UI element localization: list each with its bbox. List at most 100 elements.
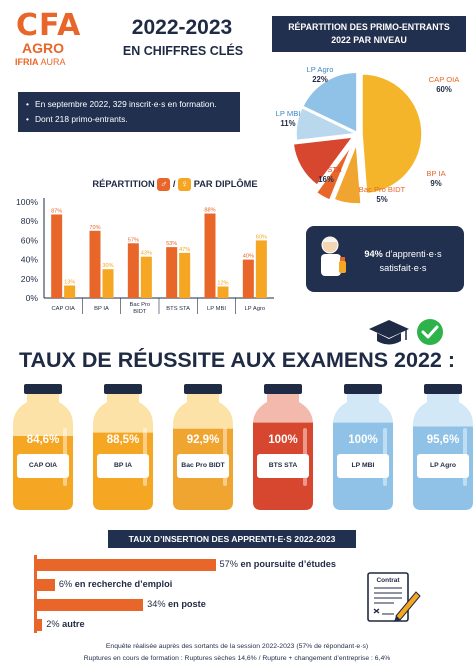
bar	[166, 247, 178, 298]
insertion-value: 2%	[46, 619, 63, 629]
bottle-cap	[344, 384, 382, 394]
bottle-label: LP MBI	[337, 454, 389, 478]
bottle-cap	[424, 384, 462, 394]
y-tick-label: 0%	[26, 293, 39, 303]
bottle-rate: 92,9%	[186, 434, 220, 446]
pie-slice	[361, 73, 423, 195]
footer-survey-note: Enquête réalisée auprès des sortants de …	[105, 643, 369, 650]
bar-value-label: 87%	[51, 208, 62, 214]
bottle-label: BTS STA	[257, 454, 309, 478]
pie-slice-value: 11%	[280, 119, 295, 128]
insertion-value: 6%	[58, 579, 75, 589]
bar	[89, 230, 101, 298]
logo-cfa: CFA	[16, 8, 82, 43]
bar	[255, 240, 267, 298]
apprentice-icon	[321, 236, 346, 276]
insertion-text: autre	[62, 619, 85, 629]
pie-title-line1: RÉPARTITION DES PRIMO-ENTRANTS	[288, 22, 450, 32]
bar-value-label: 70%	[89, 225, 100, 231]
bar-value-label: 13%	[64, 280, 75, 286]
insertion-value: 34%	[147, 599, 169, 609]
insertion-value: 57%	[219, 559, 241, 569]
bar	[140, 256, 152, 298]
pie-slice	[295, 106, 359, 142]
bar-value-label: 57%	[128, 237, 139, 243]
x-category-label: LP MBI	[207, 306, 226, 312]
pie-slice-value: 9%	[430, 179, 441, 188]
insertion-bar	[36, 579, 55, 591]
satisfaction-label-b: satisfait·e·s	[379, 263, 427, 273]
bottle-cap	[104, 384, 142, 394]
bar-title-separator: /	[172, 178, 176, 189]
pie-slice-label: BP IA	[426, 169, 446, 178]
x-category-label: LP Agro	[245, 306, 266, 312]
bottle-label: BP IA	[97, 454, 149, 478]
insertion-label: 6% en recherche d’emploi	[59, 579, 172, 589]
pie-slice-label: BTS STA	[310, 165, 342, 174]
satisfaction-text: 94% d’apprenti·e·s satisfait·e·s	[346, 247, 460, 275]
bottle-rate: 100%	[348, 434, 378, 446]
y-tick-label: 40%	[21, 255, 39, 265]
y-tick-label: 80%	[21, 216, 39, 226]
contract-icon: Contrat	[367, 572, 421, 622]
bar-value-label: 60%	[256, 234, 267, 240]
bar	[127, 243, 139, 298]
bottle-label: CAP OIA	[17, 454, 69, 478]
bottle	[173, 384, 233, 510]
y-tick-label: 100%	[16, 197, 38, 207]
bar-value-label: 40%	[243, 254, 254, 260]
insertion-bar	[36, 599, 144, 611]
bar-value-label: 53%	[166, 241, 177, 247]
bottle-cap	[24, 384, 62, 394]
bottle-rate: 88,5%	[106, 434, 140, 446]
logo-subtitle: IFRIA AURA	[15, 57, 66, 67]
bottle-rate: 95,6%	[426, 434, 460, 446]
bottle-rate: 84,6%	[26, 434, 60, 446]
pie-slice-label: Bac Pro BIDT	[359, 185, 406, 194]
bar-value-label: 47%	[179, 247, 190, 253]
bottle	[333, 384, 393, 510]
bottle-neck	[27, 394, 59, 402]
insertion-axis	[34, 555, 37, 633]
logo-agro: AGRO	[22, 40, 64, 56]
y-tick-label: 60%	[21, 235, 39, 245]
bottles-row: 84,6% CAP OIA 88,5% BP IA 92,9% Bac Pro BIDT 1…	[0, 384, 474, 512]
pie-title-line2: 2022 PAR NIVEAU	[331, 35, 407, 45]
bottle	[93, 384, 153, 510]
enrollment-info-box: En septembre 2022, 329 inscrit·e·s en fo…	[18, 92, 240, 132]
satisfaction-label-a: d’apprenti·e·s	[385, 249, 442, 259]
x-category-label: BIDT	[133, 309, 147, 315]
pie-slice	[292, 136, 355, 187]
bar	[102, 269, 114, 298]
male-icon: ♂	[157, 178, 171, 191]
page-subtitle: EN CHIFFRES CLÉS	[122, 44, 244, 58]
bar	[217, 286, 229, 298]
pie-title: RÉPARTITION DES PRIMO-ENTRANTS 2022 PAR …	[272, 16, 466, 52]
pie-slice	[333, 143, 362, 205]
info-item: En septembre 2022, 329 inscrit·e·s en fo…	[26, 97, 232, 112]
bar-chart: 0% 20% 40% 60% 80% 100% 87% 13% CAP OIA 70% 30% BP …	[16, 197, 274, 315]
bottle-neck	[347, 394, 379, 402]
insertion-label: 2% autre	[46, 619, 84, 629]
insertion-bar	[36, 559, 216, 571]
bottle-neck	[107, 394, 139, 402]
bar	[64, 285, 76, 298]
bottle-cap	[184, 384, 222, 394]
bottle-label: Bac Pro BIDT	[177, 454, 229, 478]
check-icon	[417, 319, 443, 345]
page-title: 2022-2023	[131, 16, 233, 39]
bar	[51, 214, 63, 298]
pie-slice-label: LP Agro	[307, 65, 334, 74]
bar	[204, 213, 216, 298]
insertion-label: 34% en poste	[147, 599, 206, 609]
pie-slice	[301, 71, 358, 134]
female-icon: ♀	[178, 178, 192, 191]
bottle	[253, 384, 313, 510]
bottle	[13, 384, 73, 510]
bottle	[413, 384, 473, 510]
x-category-label: BP IA	[94, 306, 109, 312]
bar-title-part1: RÉPARTITION	[92, 178, 155, 189]
insertion-text: en recherche d’emploi	[74, 579, 173, 589]
pie-slice-value: 22%	[312, 75, 328, 84]
